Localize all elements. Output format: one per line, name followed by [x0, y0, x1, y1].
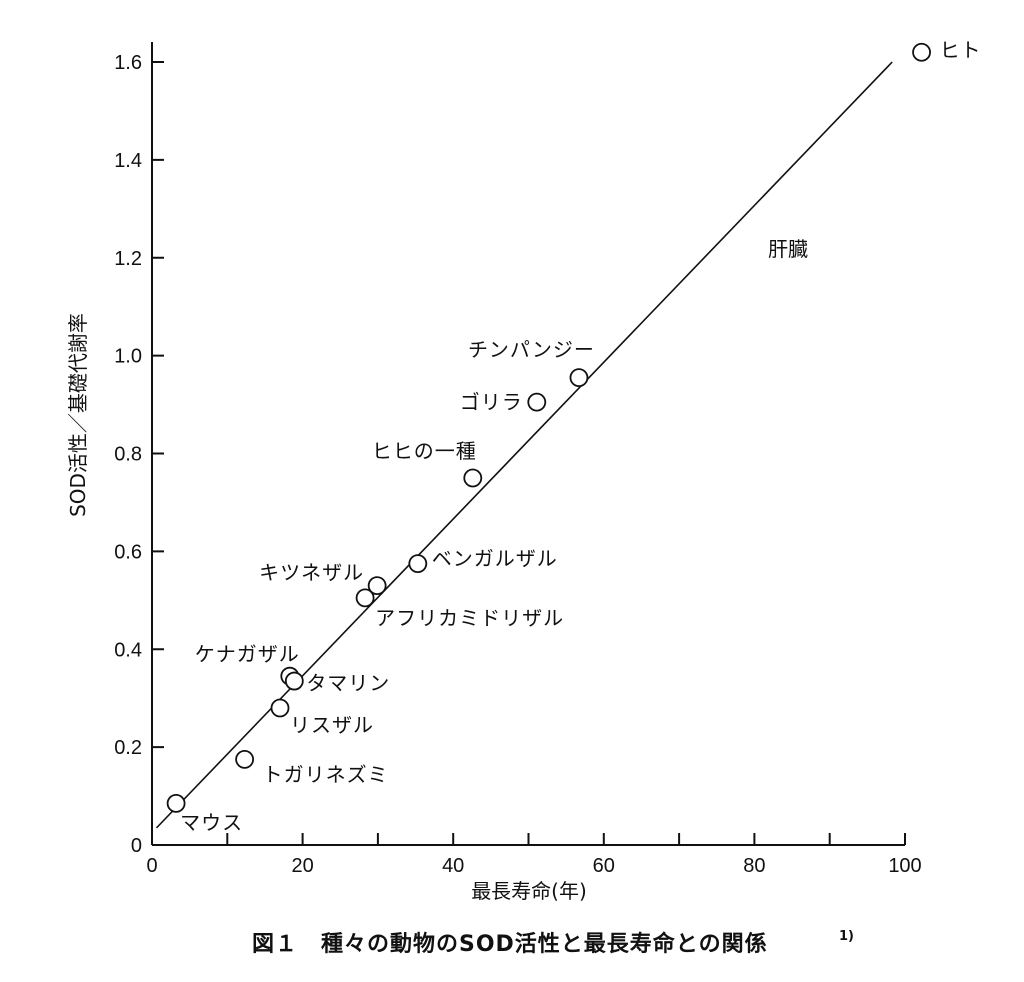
point-label: リスザル — [290, 713, 374, 737]
regression-line — [155, 61, 893, 829]
data-point — [355, 588, 375, 608]
y-tick-label: 0.8 — [114, 444, 142, 466]
data-point — [235, 749, 255, 769]
y-tick-label: 0 — [131, 835, 142, 857]
point-label: ゴリラ — [460, 390, 523, 414]
point-label: ヒヒの一種 — [372, 439, 477, 463]
points — [166, 42, 931, 813]
data-point — [408, 554, 428, 574]
y-tick-label: 0.4 — [114, 639, 142, 661]
x-tick-label: 20 — [291, 855, 313, 877]
point-label: タマリン — [306, 671, 390, 695]
data-point — [527, 392, 547, 412]
x-tick-label: 80 — [743, 855, 765, 877]
y-tick-label: 1.0 — [114, 346, 142, 368]
point-label: キツネザル — [259, 561, 364, 585]
point-label: トガリネズミ — [263, 762, 389, 786]
point-label: ヒト — [940, 38, 982, 62]
y-tick-label: 0.2 — [114, 737, 142, 759]
y-axis-title: SOD活性／基礎代謝率 — [66, 313, 90, 517]
data-point — [284, 671, 304, 691]
data-point — [569, 368, 589, 388]
point-label: チンパンジー — [468, 338, 595, 362]
data-point — [367, 576, 387, 596]
x-tick-label: 100 — [888, 855, 921, 877]
caption-reference: 1) — [839, 929, 854, 944]
data-point — [166, 794, 186, 813]
ticks: 0 0.2 0.4 0.6 0.8 1.0 1.2 1.4 1.6 0 20 40 60 80 100 — [114, 52, 922, 877]
data-point — [912, 42, 931, 62]
y-tick-label: 1.4 — [114, 150, 142, 172]
x-tick-label: 60 — [593, 855, 615, 877]
data-point — [463, 468, 483, 488]
y-tick-label: 0.6 — [114, 541, 142, 563]
axes — [151, 42, 905, 846]
x-tick-label: 0 — [146, 855, 157, 877]
point-label: マウス — [180, 810, 243, 834]
x-tick-label: 40 — [442, 855, 464, 877]
annotation-liver: 肝臓 — [768, 237, 808, 261]
y-tick-label: 1.2 — [114, 248, 142, 270]
point-label: ケナガザル — [195, 642, 300, 666]
point-label: アフリカミドリザル — [375, 606, 564, 630]
data-point — [270, 698, 290, 718]
figure-caption: 図１ 種々の動物のSOD活性と最長寿命との関係 — [252, 931, 768, 957]
point-label: ベンガルザル — [432, 547, 558, 571]
y-tick-label: 1.6 — [114, 52, 142, 74]
x-axis-title: 最長寿命(年) — [471, 879, 587, 903]
fit-line-group — [155, 61, 893, 829]
